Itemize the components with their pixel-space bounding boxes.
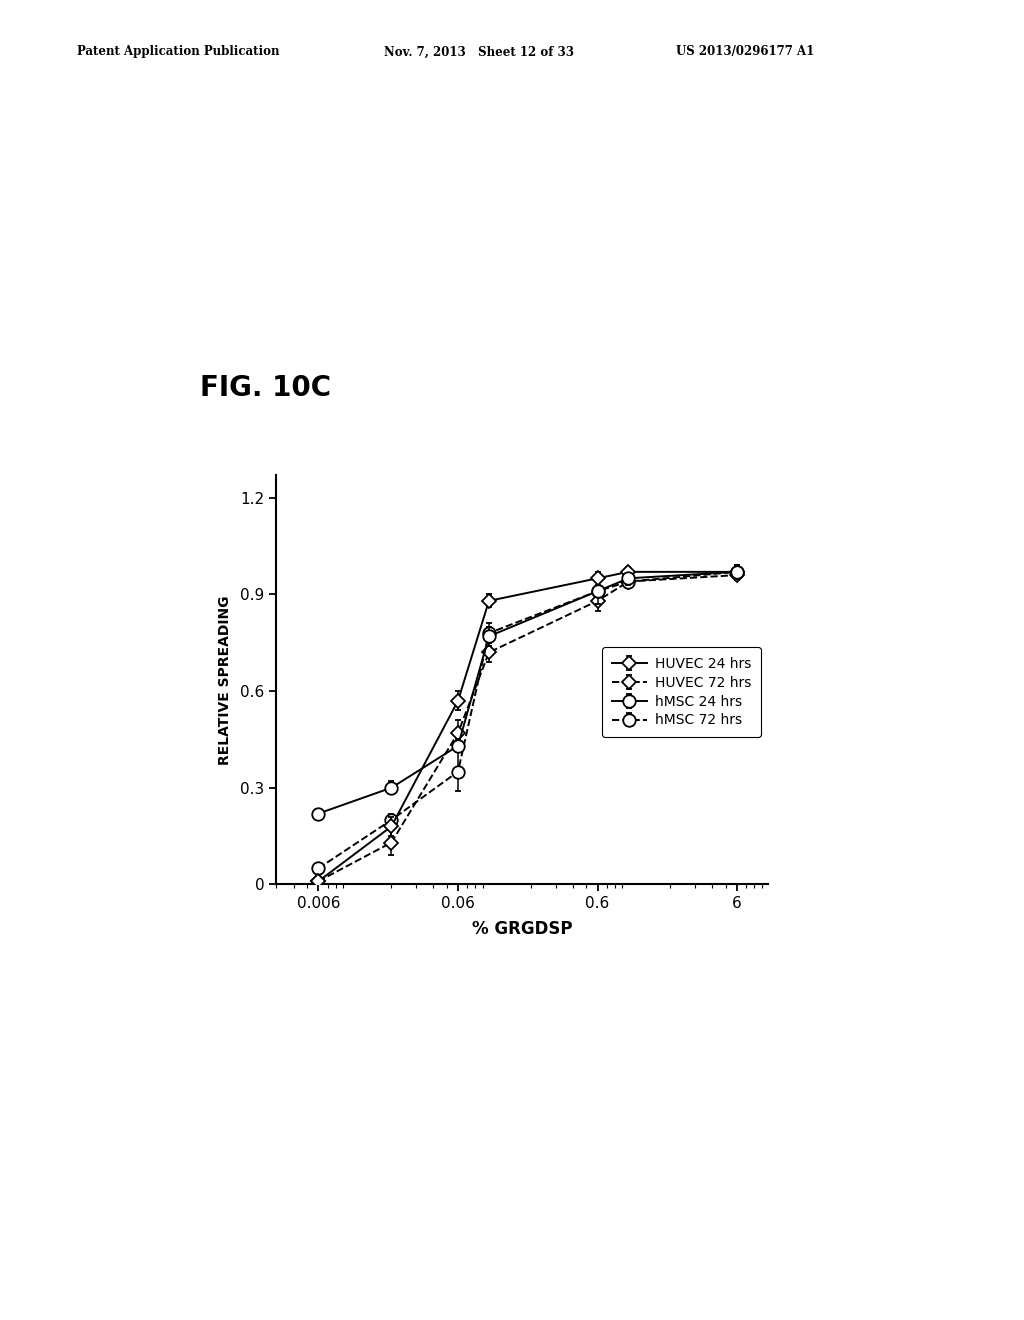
Text: US 2013/0296177 A1: US 2013/0296177 A1	[676, 45, 814, 58]
Text: FIG. 10C: FIG. 10C	[200, 374, 331, 403]
Y-axis label: RELATIVE SPREADING: RELATIVE SPREADING	[218, 595, 232, 764]
Legend: HUVEC 24 hrs, HUVEC 72 hrs, hMSC 24 hrs, hMSC 72 hrs: HUVEC 24 hrs, HUVEC 72 hrs, hMSC 24 hrs,…	[602, 647, 761, 737]
Text: Patent Application Publication: Patent Application Publication	[77, 45, 280, 58]
X-axis label: % GRGDSP: % GRGDSP	[472, 920, 572, 937]
Text: Nov. 7, 2013   Sheet 12 of 33: Nov. 7, 2013 Sheet 12 of 33	[384, 45, 574, 58]
